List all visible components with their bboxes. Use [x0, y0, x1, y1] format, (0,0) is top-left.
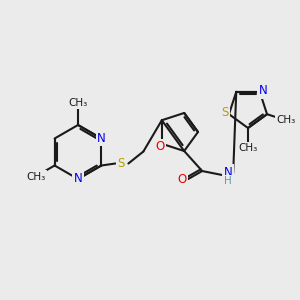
Text: H: H — [224, 176, 232, 186]
Text: N: N — [74, 172, 82, 185]
Text: CH₃: CH₃ — [276, 116, 296, 125]
Text: N: N — [258, 84, 267, 97]
Text: O: O — [178, 172, 187, 185]
Text: CH₃: CH₃ — [26, 172, 45, 182]
Text: O: O — [155, 140, 164, 153]
Text: CH₃: CH₃ — [238, 143, 258, 153]
Text: S: S — [118, 157, 125, 170]
Text: CH₃: CH₃ — [68, 98, 88, 108]
Text: N: N — [97, 132, 106, 145]
Text: N: N — [224, 166, 233, 178]
Text: S: S — [221, 106, 229, 119]
